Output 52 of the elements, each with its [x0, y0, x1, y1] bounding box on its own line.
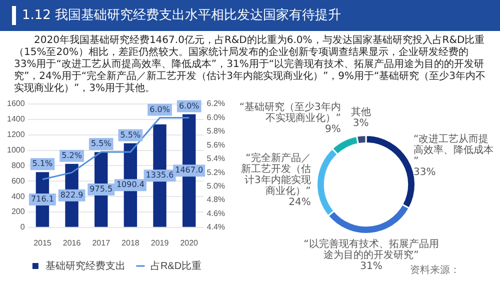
y2-tick-label: 5.6% [206, 140, 225, 150]
legend-label: 基础研究经费支出 [45, 260, 126, 272]
text: 2020年我国基础研究经费1467.0亿元，占R&D的比重为6.0%，与发达国家基础研究投入占R&D比重（15%至20%）相比，差距仍然较大。国家统计局发布的企业创新专项调查结果显示，企业研发经费的33%用于“改进工艺从而提高效率、降低成本”，31%用于“以完善现有技术、拓展产品用途为目的的开发研究”，24%用于“完全新产品／新工艺开发（估计3年内能实现商业化）”，9%用于“基础研究（至少3年内不实现商业化）”，3%用于其他。 [14, 35, 487, 95]
data-label: 9% [325, 124, 341, 135]
x-tick-label: 2016 [62, 238, 82, 248]
data-label: 1090.4 [116, 180, 144, 190]
y-tick-label: 600 [11, 176, 26, 186]
y2-tick-label: 6.0% [206, 112, 225, 122]
x-tick-label: 2019 [150, 238, 170, 248]
y2-tick-label: 5.8% [206, 126, 225, 136]
slice-label: “以完善现有技术、拓展产品用途为目的的开发研究” [304, 238, 439, 262]
y-tick-label: 0 [20, 222, 26, 232]
data-label: 5.2% [62, 151, 82, 160]
y2-tick-label: 4.4% [206, 222, 225, 232]
x-tick-label: 2018 [122, 238, 140, 248]
legend-label: 占R&D比重 [150, 260, 202, 272]
y-tick-label: 400 [11, 192, 26, 201]
data-label: 6.0% [178, 101, 200, 110]
data-label: 5.5% [120, 130, 142, 140]
y2-tick-label: 5.0% [206, 181, 225, 190]
slice-label: “基础研究（至少3年内不实现商业化）” [239, 100, 341, 124]
data-label: 5.1% [32, 159, 54, 168]
y-tick-label: 1000 [7, 145, 26, 154]
data-label: 5.5% [90, 139, 112, 148]
data-label: 1335.6 [146, 170, 174, 180]
y2-tick-label: 5.2% [206, 168, 225, 177]
data-label: 3% [352, 118, 369, 130]
slice-label: 其他 [350, 106, 371, 118]
y2-tick-label: 6.2% [206, 99, 225, 108]
y-tick-label: 200 [11, 207, 26, 216]
data-label: 975.5 [90, 184, 113, 194]
x-tick-label: 2017 [92, 238, 111, 248]
y2-tick-label: 4.6% [206, 208, 225, 218]
y2-tick-label: 5.4% [206, 154, 225, 164]
x-tick-label: 2020 [180, 238, 199, 248]
data-label: 33% [414, 166, 436, 178]
y2-tick-label: 4.8% [206, 195, 225, 204]
x-tick-label: 2015 [34, 238, 52, 248]
y-tick-label: 1200 [7, 130, 26, 140]
data-label: 31% [360, 261, 382, 272]
y-tick-label: 1600 [7, 99, 26, 108]
data-label: 716.1 [31, 194, 54, 204]
data-label: 24% [288, 197, 311, 208]
y-tick-label: 1400 [7, 114, 26, 124]
slice-label: “改进工艺从而提高效率、降低成本” [414, 132, 494, 167]
chart-title: 1.12 我国基础研究经费支出水平相比发达国家有待提升 [0, 0, 500, 31]
slice-label: “完全新产品／新工艺开发（估计3年内能实现商业化）” [240, 152, 311, 198]
data-label: 1467.0 [175, 166, 204, 175]
data-label: 6.0% [150, 104, 170, 114]
text: 资料来源： [410, 264, 460, 277]
y-tick-label: 800 [11, 160, 26, 170]
data-label: 822.9 [60, 190, 84, 200]
